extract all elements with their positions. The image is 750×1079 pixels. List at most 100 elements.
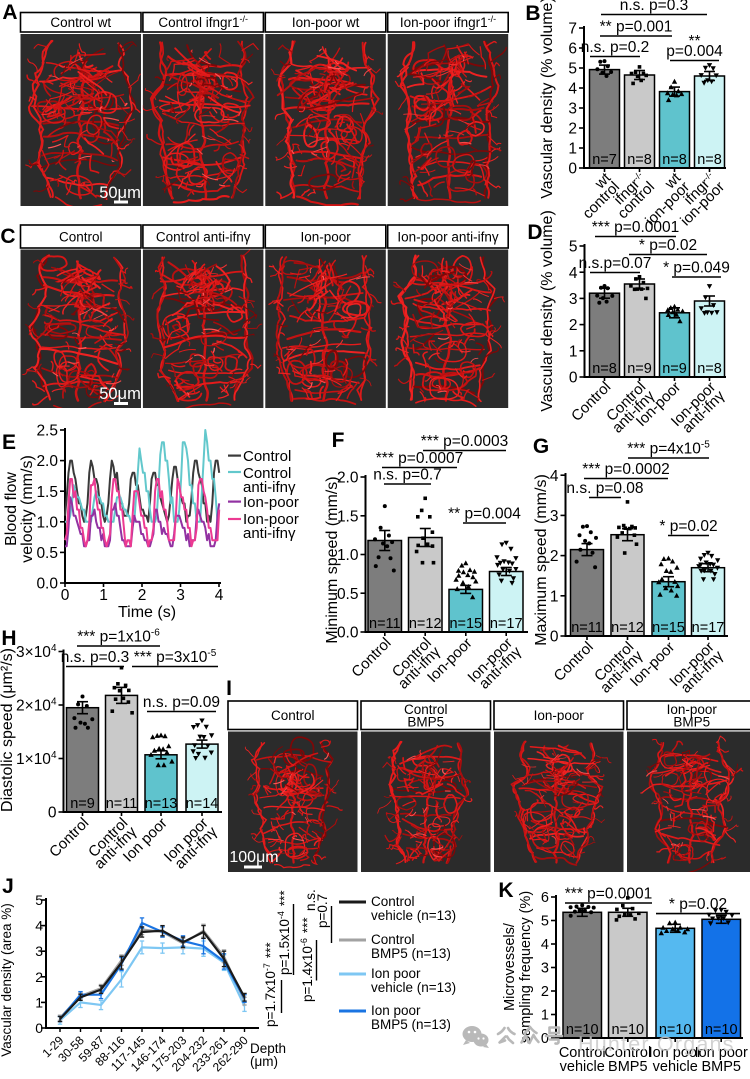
svg-text:0.0: 0.0: [337, 625, 359, 642]
svg-text:J: J: [2, 875, 14, 898]
svg-text:*** p=4x10-5: *** p=4x10-5: [627, 440, 710, 458]
svg-text:Diastolic speed (μm²/s): Diastolic speed (μm²/s): [0, 648, 16, 812]
svg-text:2: 2: [568, 121, 577, 138]
svg-text:Control: Control: [271, 708, 315, 723]
svg-text:n=8: n=8: [697, 361, 722, 377]
svg-text:50μm: 50μm: [99, 385, 141, 403]
svg-text:n.s. p=0.09: n.s. p=0.09: [143, 694, 220, 711]
svg-text:2: 2: [541, 984, 549, 1000]
svg-text:H: H: [1, 627, 16, 650]
svg-text:1: 1: [569, 343, 578, 360]
svg-text:*** p=0.0003: *** p=0.0003: [421, 433, 508, 450]
svg-text:7: 7: [568, 21, 577, 38]
svg-text:*** p=0.0002: *** p=0.0002: [582, 461, 669, 478]
svg-text:2.0: 2.0: [337, 470, 359, 487]
svg-text:vehicle (n=13): vehicle (n=13): [371, 908, 456, 923]
svg-text:G: G: [533, 435, 549, 458]
svg-text:Vascular density (% volume): Vascular density (% volume): [539, 0, 556, 199]
svg-text:p=1.7x10-7 ***: p=1.7x10-7 ***: [262, 942, 278, 1027]
svg-text:3: 3: [569, 291, 578, 308]
svg-text:2: 2: [35, 969, 43, 985]
svg-text:5: 5: [569, 239, 578, 256]
svg-text:Control: Control: [604, 1045, 651, 1061]
svg-text:BMP5: BMP5: [407, 714, 444, 729]
svg-text:0: 0: [569, 370, 578, 387]
svg-text:2.5: 2.5: [36, 423, 58, 440]
svg-text:n=7: n=7: [592, 152, 617, 168]
svg-text:3: 3: [35, 943, 43, 959]
svg-text:6: 6: [568, 41, 577, 58]
svg-text:Ion-poor ifngr1-/-: Ion-poor ifngr1-/-: [400, 14, 496, 30]
svg-text:Vascular density (% volume): Vascular density (% volume): [539, 210, 556, 412]
svg-text:1: 1: [550, 588, 559, 605]
svg-text:B: B: [525, 2, 540, 25]
svg-text:Control anti-ifnγ: Control anti-ifnγ: [156, 229, 251, 244]
svg-text:p=0.7: p=0.7: [315, 894, 330, 928]
svg-text:Depth: Depth: [250, 1041, 286, 1056]
svg-text:4: 4: [541, 937, 549, 953]
svg-text:D: D: [527, 221, 542, 244]
svg-text:n=14: n=14: [186, 796, 219, 812]
svg-text:**: **: [688, 33, 700, 50]
svg-text:Blood flow: Blood flow: [3, 472, 20, 546]
svg-text:F: F: [332, 429, 345, 452]
svg-text:sampling frequency (%): sampling frequency (%): [518, 891, 534, 1043]
svg-text:n=8: n=8: [627, 152, 652, 168]
svg-text:n.s. p=0.08: n.s. p=0.08: [566, 480, 643, 497]
svg-text:E: E: [2, 431, 16, 454]
svg-text:n=17: n=17: [490, 616, 523, 632]
svg-text:n=11: n=11: [571, 620, 603, 636]
svg-text:1.5: 1.5: [36, 484, 58, 501]
svg-text:0.5: 0.5: [36, 545, 58, 562]
svg-text:4: 4: [569, 265, 578, 282]
svg-text:4: 4: [550, 468, 559, 485]
svg-text:p=1.4x10-6 ***: p=1.4x10-6 ***: [299, 917, 315, 1002]
svg-text:4: 4: [215, 587, 224, 604]
svg-text:n.s.: n.s.: [303, 889, 318, 911]
svg-text:Maximum speed (mm/s): Maximum speed (mm/s): [533, 474, 550, 646]
svg-text:Ion poor: Ion poor: [371, 966, 421, 981]
svg-text:0.0: 0.0: [36, 576, 58, 593]
svg-text:1: 1: [99, 587, 108, 604]
svg-text:*** p=1x10-6: *** p=1x10-6: [77, 628, 160, 646]
svg-text:** p=0.004: ** p=0.004: [448, 506, 521, 523]
svg-text:3: 3: [568, 101, 577, 118]
svg-text:n.s. p=0.2: n.s. p=0.2: [581, 39, 650, 56]
svg-text:Control: Control: [243, 448, 291, 465]
svg-text:n=15: n=15: [449, 616, 482, 632]
svg-text:n=10: n=10: [659, 1022, 692, 1038]
svg-text:BMP5 (n=13): BMP5 (n=13): [371, 946, 451, 961]
svg-text:0: 0: [550, 629, 559, 646]
svg-text:** p=0.001: ** p=0.001: [600, 19, 673, 36]
svg-text:Microvessels/: Microvessels/: [502, 922, 518, 1011]
svg-text:Ion poor: Ion poor: [371, 1003, 421, 1018]
svg-text:1.0: 1.0: [337, 547, 359, 564]
svg-text:Control wt: Control wt: [50, 15, 111, 30]
svg-text:BMP5 (n=13): BMP5 (n=13): [371, 1017, 451, 1032]
svg-text:*** p=3x10-5: *** p=3x10-5: [134, 648, 217, 666]
svg-text:*** p=0.0007: *** p=0.0007: [376, 450, 463, 467]
svg-text:3: 3: [550, 508, 559, 525]
svg-text:n.s.p=0.07: n.s.p=0.07: [579, 255, 652, 272]
svg-text:n=9: n=9: [627, 361, 652, 377]
svg-text:Time (s): Time (s): [118, 604, 176, 621]
svg-text:0: 0: [48, 805, 57, 822]
svg-text:6: 6: [541, 890, 549, 906]
svg-text:Control: Control: [371, 932, 415, 947]
svg-text:Ion-poor anti-ifnγ: Ion-poor anti-ifnγ: [397, 229, 499, 244]
svg-text:(μm): (μm): [250, 1054, 278, 1069]
svg-text:3: 3: [176, 587, 185, 604]
svg-text:n=9: n=9: [70, 796, 95, 812]
svg-text:n=12: n=12: [409, 616, 442, 632]
svg-text:* p=0.02: * p=0.02: [669, 896, 727, 913]
svg-text:Ion poor: Ion poor: [695, 1045, 748, 1061]
svg-text:Ion-poor: Ion-poor: [243, 511, 299, 528]
svg-text:2: 2: [550, 548, 559, 565]
svg-text:Ion poor: Ion poor: [649, 1045, 702, 1061]
svg-text:vehicle: vehicle: [560, 1059, 605, 1074]
svg-text:Ion-poor: Ion-poor: [667, 702, 718, 717]
svg-text:Minimum speed (mm/s): Minimum speed (mm/s): [324, 476, 341, 643]
svg-text:p=0.004: p=0.004: [666, 43, 723, 60]
svg-text:n=10: n=10: [705, 1022, 738, 1038]
svg-text:Ion-poor wt: Ion-poor wt: [292, 15, 360, 30]
